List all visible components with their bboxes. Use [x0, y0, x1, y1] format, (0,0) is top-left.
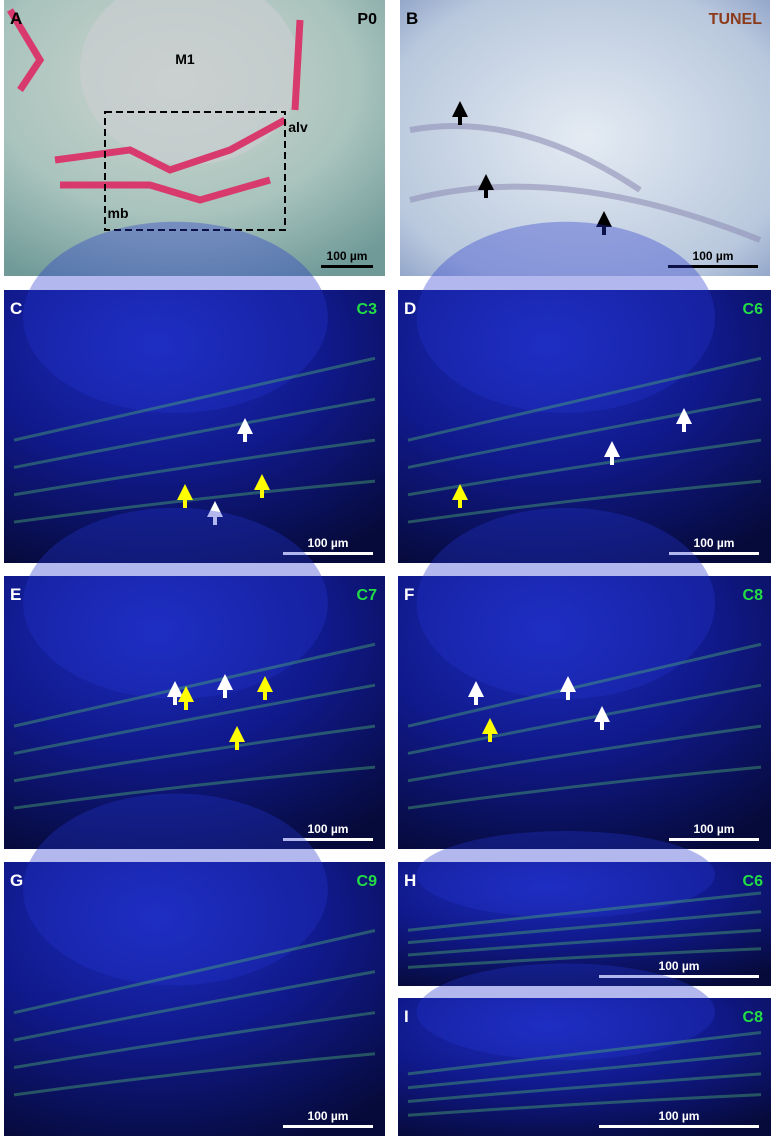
scale-label: 100 µm	[308, 822, 349, 836]
scale-label: 100 µm	[693, 249, 734, 263]
panel-letter: A	[10, 9, 22, 28]
panel-letter: B	[406, 9, 418, 28]
panel-image	[4, 576, 385, 849]
scale-bar	[283, 1125, 373, 1128]
tissue-region	[23, 221, 328, 413]
panel-image	[398, 862, 771, 986]
tissue-region	[416, 831, 716, 918]
tissue-strand	[13, 929, 376, 1015]
tissue-strand	[13, 1011, 376, 1069]
tissue-strand	[13, 642, 376, 728]
panel: I C8 100 µm	[398, 963, 771, 1136]
tissue-strand	[407, 356, 762, 442]
tissue-strand	[13, 970, 376, 1042]
panel: D C6 100 µm	[398, 221, 771, 563]
inset-box	[104, 111, 286, 231]
marker-label: C6	[743, 873, 764, 890]
tissue-strand	[407, 397, 762, 469]
scale-bar	[321, 265, 373, 268]
tissue-region	[416, 507, 716, 699]
region-label: alv	[288, 119, 308, 135]
marker-label: C6	[743, 301, 764, 318]
marker-label: C8	[743, 1009, 764, 1026]
scale-bar	[668, 265, 758, 268]
tissue-strand	[13, 479, 376, 524]
tissue-strand	[407, 891, 762, 932]
marker-label: C8	[743, 587, 764, 604]
panel: E C7 100 µm	[4, 507, 385, 849]
region-label: M1	[175, 51, 195, 67]
scale-label: 100 µm	[327, 249, 368, 263]
scale-bar	[599, 1125, 759, 1128]
panel: H C6 100 µm	[398, 831, 771, 986]
tissue-strand	[13, 397, 376, 469]
panel-image	[4, 290, 385, 563]
tissue-region	[416, 963, 716, 1061]
scale-bar	[283, 552, 373, 555]
tissue-region	[23, 793, 328, 986]
panel: B TUNEL 100 µm	[400, 0, 770, 276]
panel-letter: E	[10, 585, 21, 604]
tissue-strand	[13, 1052, 376, 1097]
region-label: mb	[108, 205, 129, 221]
tissue-strand	[407, 1093, 762, 1117]
panel: F C8 100 µm	[398, 507, 771, 849]
tissue-region	[23, 507, 328, 699]
panel: A P0 100 µm	[4, 0, 385, 276]
marker-label: C7	[357, 587, 378, 604]
tissue-strand	[407, 1051, 762, 1090]
tissue-strand	[409, 123, 762, 243]
tissue-strand	[13, 765, 376, 810]
panel: G C9 100 µm	[4, 793, 385, 1136]
scale-bar	[669, 552, 759, 555]
tissue-strand	[407, 642, 762, 728]
tooth-germ	[80, 0, 300, 165]
scale-label: 100 µm	[694, 822, 735, 836]
panel-letter: G	[10, 871, 23, 890]
panel-letter: F	[404, 585, 414, 604]
panel-letter: H	[404, 871, 416, 890]
tissue-strand	[13, 724, 376, 783]
tissue-strand	[407, 910, 762, 945]
panel-image	[398, 290, 771, 563]
scale-label: 100 µm	[308, 536, 349, 550]
marker-label: C9	[357, 873, 378, 890]
panel-letter: D	[404, 299, 416, 318]
tissue-strand	[407, 1072, 762, 1103]
panel-image	[398, 576, 771, 849]
tissue-strand	[13, 438, 376, 497]
scale-label: 100 µm	[308, 1109, 349, 1123]
tissue-strand	[407, 683, 762, 755]
scale-label: 100 µm	[659, 1109, 700, 1123]
marker-label: TUNEL	[709, 11, 763, 28]
panel-letter: I	[404, 1007, 409, 1026]
scale-bar	[283, 838, 373, 841]
marker-label: C3	[357, 301, 378, 318]
panel-image	[400, 0, 770, 276]
scale-label: 100 µm	[694, 536, 735, 550]
scale-bar	[599, 975, 759, 978]
tissue-strand	[407, 947, 762, 969]
panel: C C3 100 µm	[4, 221, 385, 563]
tissue-strand	[407, 765, 762, 810]
panel-image	[4, 862, 385, 1136]
tissue-strand	[407, 928, 762, 957]
tissue-strand	[13, 356, 376, 442]
tissue-strand	[407, 724, 762, 783]
tissue-region	[416, 221, 716, 413]
scale-bar	[669, 838, 759, 841]
bone	[6, 8, 304, 204]
tissue-strand	[13, 683, 376, 755]
marker-label: P0	[357, 11, 377, 28]
tissue-strand	[407, 479, 762, 524]
scale-label: 100 µm	[659, 959, 700, 973]
panel-letter: C	[10, 299, 22, 318]
panel-image	[398, 998, 771, 1136]
tissue-strand	[407, 1031, 762, 1076]
